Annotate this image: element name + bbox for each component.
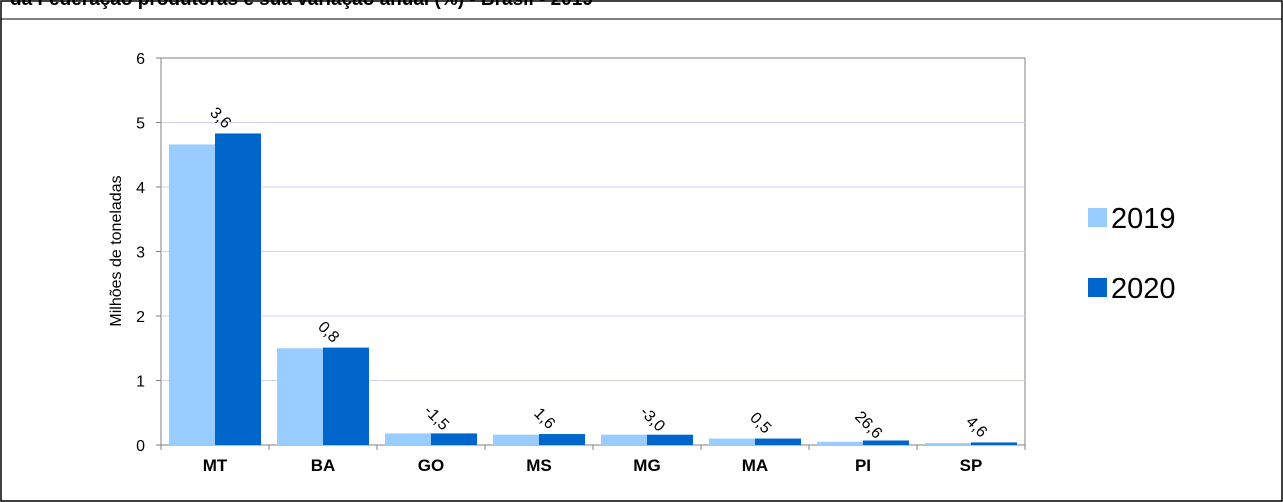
category-label: MG bbox=[633, 456, 660, 475]
legend-swatch-2019 bbox=[1088, 208, 1107, 227]
bar-2019-MA bbox=[709, 438, 755, 445]
category-label: MT bbox=[203, 456, 228, 475]
legend-swatch-2020 bbox=[1088, 278, 1107, 297]
legend: 2019 2020 bbox=[1088, 203, 1176, 305]
bar-2019-GO bbox=[385, 433, 431, 445]
bar-2019-PI bbox=[817, 441, 863, 445]
bar-2020-MA bbox=[755, 438, 801, 445]
bar-2020-MG bbox=[647, 434, 693, 445]
bar-2019-BA bbox=[277, 348, 323, 445]
category-label: PI bbox=[855, 456, 871, 475]
y-tick-label: 6 bbox=[136, 51, 145, 68]
legend-label: 2019 bbox=[1111, 203, 1176, 235]
chart-title: da Federação produtoras e sua variação a… bbox=[10, 0, 593, 10]
category-label: BA bbox=[311, 456, 336, 475]
bar-2020-MS bbox=[539, 434, 585, 445]
category-label: MS bbox=[526, 456, 552, 475]
bar-2019-MT bbox=[169, 144, 215, 445]
bar-2019-MS bbox=[493, 434, 539, 445]
y-axis-ticks: 0 1 2 3 4 5 6 bbox=[136, 51, 161, 455]
legend-label: 2020 bbox=[1111, 273, 1176, 305]
category-label: MA bbox=[742, 456, 768, 475]
bar-2019-MG bbox=[601, 434, 647, 445]
x-axis-ticks: MT BA GO MS MG MA PI SP bbox=[160, 445, 1026, 475]
bar-2020-MT bbox=[215, 133, 261, 445]
y-tick-label: 4 bbox=[136, 180, 145, 197]
category-label: SP bbox=[960, 456, 983, 475]
bar-2020-GO bbox=[431, 433, 477, 445]
bar-2019-SP bbox=[925, 443, 971, 445]
y-tick-label: 5 bbox=[136, 116, 145, 133]
bar-2020-SP bbox=[971, 442, 1017, 445]
bars bbox=[169, 133, 1017, 445]
y-tick-label: 1 bbox=[136, 374, 145, 391]
y-tick-label: 3 bbox=[136, 245, 145, 262]
y-axis-title: Milhões de toneladas bbox=[108, 175, 125, 326]
bar-2020-BA bbox=[323, 347, 369, 445]
category-label: GO bbox=[418, 456, 444, 475]
y-tick-label: 2 bbox=[136, 309, 145, 326]
bar-2020-PI bbox=[863, 440, 909, 445]
y-tick-label: 0 bbox=[136, 438, 145, 455]
